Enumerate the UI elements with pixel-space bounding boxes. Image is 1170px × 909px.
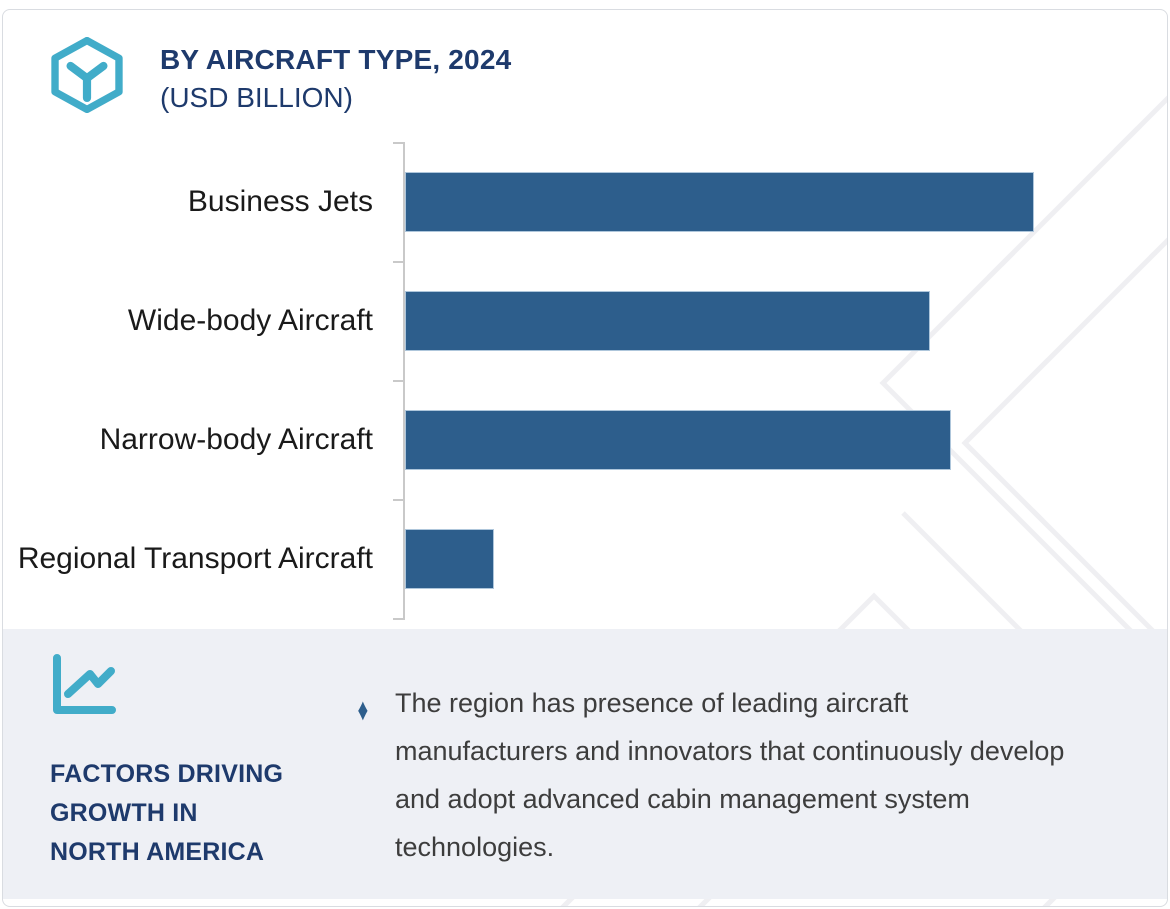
- chart-title: BY AIRCRAFT TYPE, 2024: [160, 44, 512, 75]
- bar: [405, 291, 930, 351]
- category-label: Regional Transport Aircraft: [17, 542, 373, 575]
- factors-heading-line: NORTH AMERICA: [50, 838, 265, 866]
- bar: [405, 410, 951, 470]
- chart-subtitle: (USD BILLION): [160, 82, 353, 113]
- axis-tick: [393, 618, 403, 620]
- line-chart-icon: [53, 654, 116, 714]
- bullet-text: The region has presence of leading aircr…: [395, 688, 1065, 862]
- axis-tick: [393, 380, 403, 382]
- infographic-card: BY AIRCRAFT TYPE, 2024 (USD BILLION) Bus…: [2, 9, 1168, 907]
- axis-tick: [393, 142, 403, 144]
- axis-tick: [393, 261, 403, 263]
- bar-chart: Business Jets Wide-body Aircraft Narrow-bo…: [3, 10, 1167, 629]
- category-label: Narrow-body Aircraft: [99, 423, 373, 456]
- factors-panel: FACTORS DRIVING GROWTH IN NORTH AMERICA ♦ …: [3, 629, 1167, 899]
- y-axis-line: [403, 142, 405, 620]
- hex-cube-icon: [51, 37, 123, 113]
- bar: [405, 172, 1034, 232]
- bar: [405, 529, 494, 589]
- axis-tick: [393, 499, 403, 501]
- chart-header: BY AIRCRAFT TYPE, 2024 (USD BILLION): [46, 37, 511, 115]
- chart-title-block: BY AIRCRAFT TYPE, 2024 (USD BILLION): [160, 37, 511, 115]
- factors-heading-line: GROWTH IN: [50, 799, 198, 827]
- category-label: Business Jets: [187, 185, 373, 218]
- category-label: Wide-body Aircraft: [127, 304, 373, 337]
- factors-heading: FACTORS DRIVING GROWTH IN NORTH AMERICA: [50, 755, 283, 872]
- diamond-bullet-icon: ♦: [357, 692, 369, 727]
- factors-heading-line: FACTORS DRIVING: [50, 760, 284, 788]
